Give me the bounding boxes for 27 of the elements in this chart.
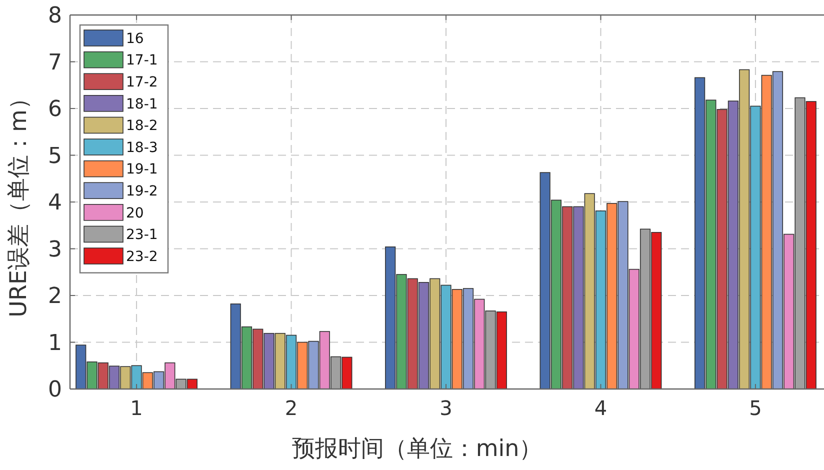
- y-tick-label: 7: [48, 50, 62, 76]
- y-tick-label: 2: [48, 284, 62, 310]
- legend-label: 23-1: [126, 227, 158, 244]
- y-tick-label: 5: [48, 144, 62, 169]
- legend-label: 19-2: [126, 184, 158, 200]
- legend-label: 18-3: [126, 140, 158, 156]
- y-tick-label: 1: [48, 330, 62, 356]
- y-tick-label: 3: [48, 237, 62, 262]
- legend-label: 17-2: [126, 74, 158, 90]
- y-axis-title: URE误差（单位：m）: [6, 86, 32, 318]
- x-tick-label: 1: [130, 396, 143, 420]
- legend-label: 16: [126, 30, 144, 47]
- x-tick-label: 2: [284, 396, 298, 420]
- legend-label: 18-1: [126, 96, 158, 112]
- x-tick-label: 5: [749, 396, 762, 420]
- legend-label: 19-1: [126, 162, 158, 178]
- x-tick-label: 3: [440, 396, 452, 420]
- y-tick-label: 8: [48, 4, 62, 29]
- x-tick-label: 4: [594, 396, 608, 420]
- y-tick-label: 0: [48, 378, 62, 403]
- x-axis-title: 预报时间（单位：min）: [292, 436, 542, 462]
- y-tick-label: 6: [48, 97, 62, 122]
- legend-label: 18-2: [126, 118, 158, 134]
- legend-label: 17-1: [126, 52, 158, 69]
- legend-label: 20: [126, 205, 144, 222]
- legend-label: 23-2: [126, 248, 158, 265]
- y-tick-label: 4: [48, 190, 62, 216]
